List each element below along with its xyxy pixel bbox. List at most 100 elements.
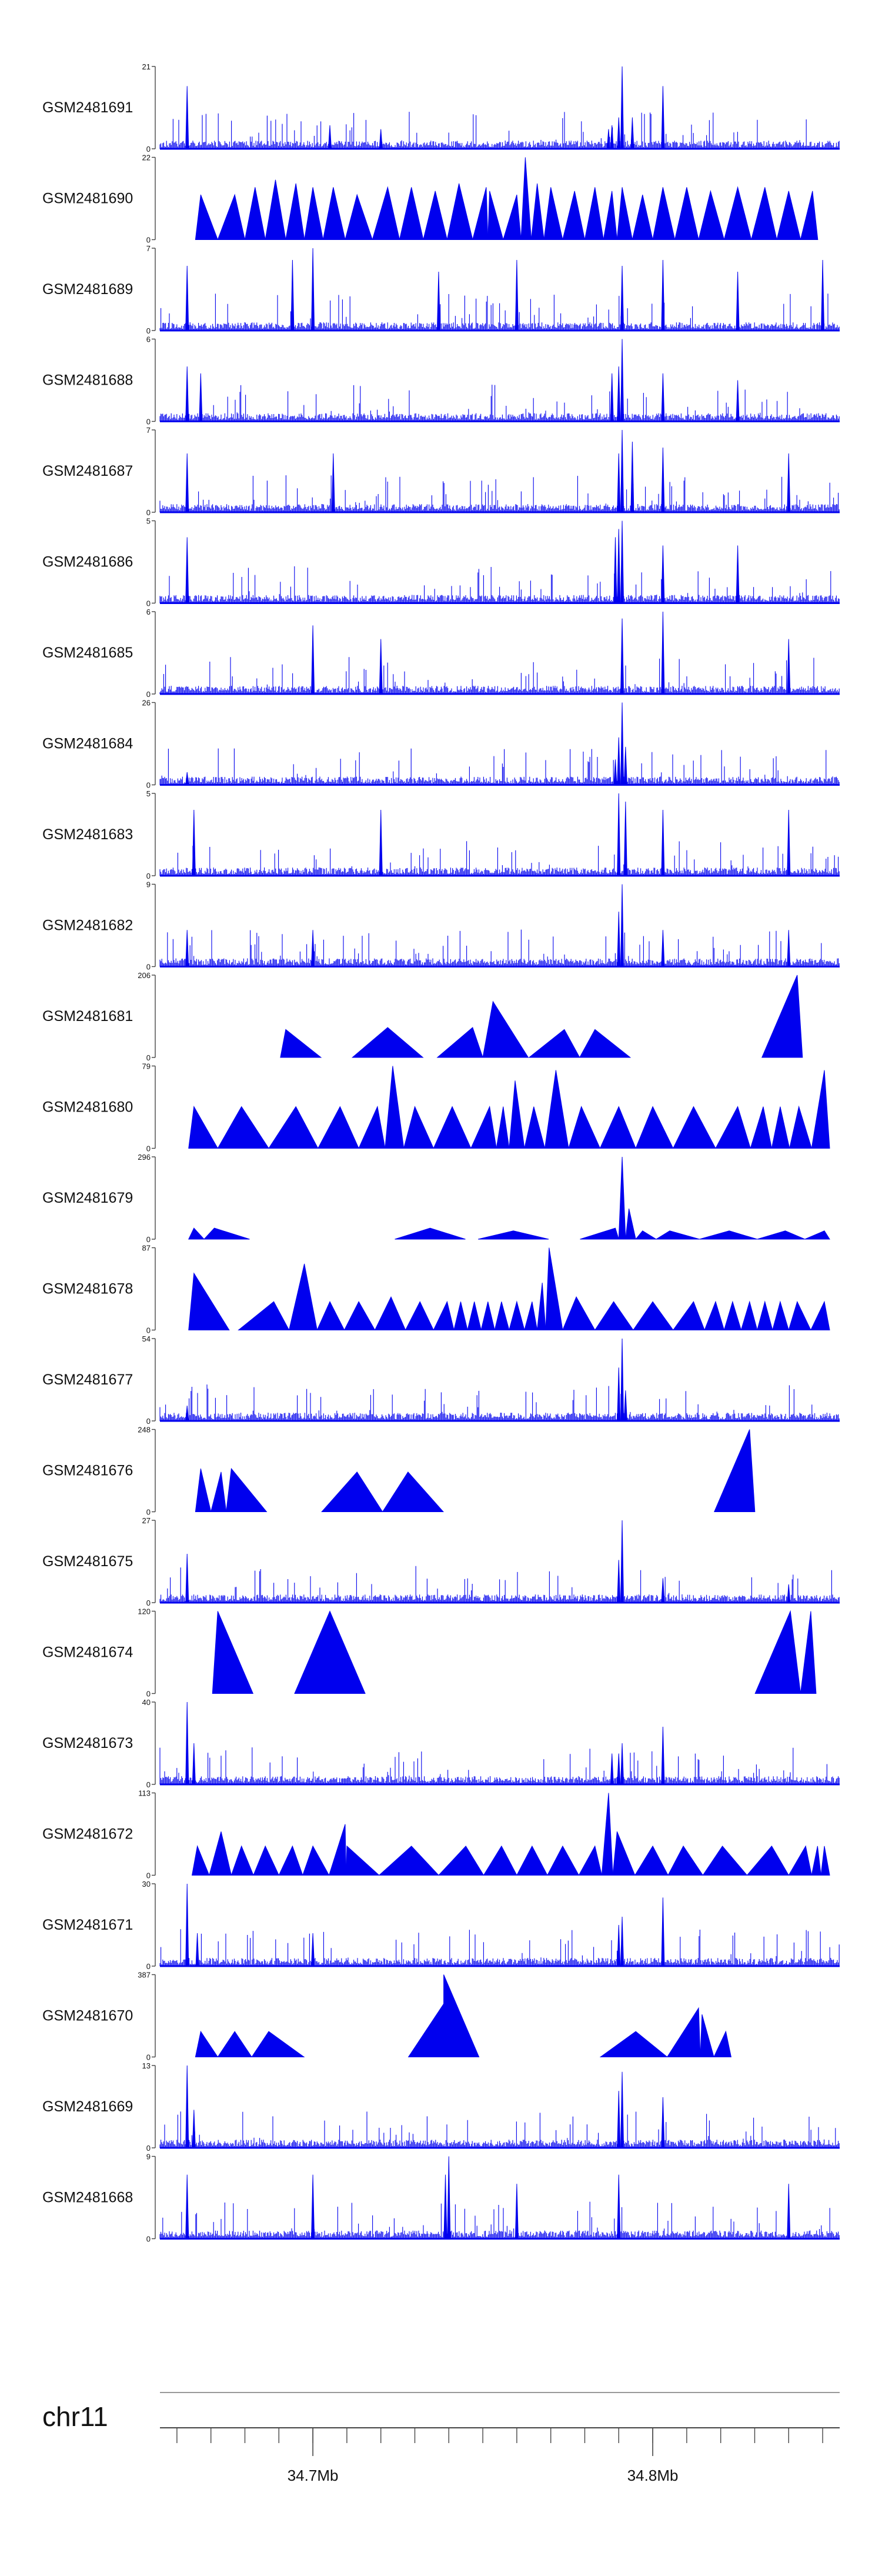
track-GSM2481675: GSM2481675 27 0 [42,1516,840,1607]
peak-mark [714,1429,756,1512]
peak-mark [620,2071,624,2148]
peak-mark [188,1272,230,1330]
peak-mark [674,187,699,240]
peak-mark [311,625,315,695]
peak-mark [617,1924,621,1967]
track-GSM2481688: GSM2481688 6 0 [42,335,840,426]
peak-mark [195,194,219,240]
y-tick-label-max: 9 [146,2153,151,2161]
peak-mark [483,1845,517,1876]
track-label: GSM2481680 [42,1099,133,1116]
genome-axis-tick-label: 34.8Mb [627,2467,679,2484]
peak-mark [623,1390,627,1422]
y-tick-label-min: 0 [146,690,151,699]
y-tick-label-max: 30 [142,1880,151,1888]
peak-mark [617,1560,621,1603]
y-tick-label-max: 5 [146,789,151,798]
y-tick-label-min: 0 [146,508,151,517]
peak-mark [244,187,266,240]
peak-mark [290,259,295,331]
y-tick-label-min: 0 [146,1871,151,1880]
track-label: GSM2481679 [42,1190,133,1206]
y-tick-label-min: 0 [146,2235,151,2244]
peak-mark [192,809,196,876]
peak-mark [514,259,519,331]
peak-mark [610,1753,614,1785]
peak-mark [661,2097,665,2148]
peak-mark [617,2091,621,2148]
y-tick-label-max: 248 [138,1426,151,1434]
peak-mark [761,975,803,1058]
peak-mark [467,1302,482,1330]
peak-mark [382,1471,445,1512]
peak-mark [620,702,624,785]
peak-mark [311,2174,315,2239]
y-tick-label-min: 0 [146,326,151,335]
y-tick-label-min: 0 [146,1690,151,1699]
track-label: GSM2481683 [42,826,133,843]
genome-axis-tick-label: 34.7Mb [288,2467,339,2484]
y-tick-label-min: 0 [146,236,151,245]
peak-mark [477,1230,549,1240]
track-GSM2481668: GSM2481668 9 0 [42,2153,840,2244]
track-label: GSM2481668 [42,2190,133,2206]
peak-mark [580,1227,619,1240]
peak-mark [672,1106,716,1149]
peak-mark [757,1230,805,1240]
peak-mark [698,189,725,240]
peak-mark [385,1066,405,1149]
peak-mark [620,429,624,513]
peak-mark [530,183,544,240]
peak-mark [771,1106,790,1149]
peak-mark [620,1743,624,1785]
chromosome-label: chr11 [42,2401,108,2432]
peak-mark [345,1845,380,1876]
peak-mark [514,2184,519,2239]
peak-mark [617,366,621,422]
y-tick-label-min: 0 [146,1599,151,1607]
peak-mark [723,1300,742,1330]
peak-mark [185,86,189,149]
peak-mark [226,1467,268,1512]
peak-mark [610,373,614,422]
peak-mark [211,1471,227,1512]
peak-mark [699,1230,757,1240]
y-tick-label-min: 0 [146,963,151,972]
track-label: GSM2481671 [42,1917,133,1933]
y-tick-label-min: 0 [146,1417,151,1426]
peak-mark [278,1845,303,1876]
peak-mark [230,1845,254,1876]
peak-mark [661,259,665,331]
peak-mark [192,1845,210,1876]
y-tick-label-max: 387 [138,1971,151,1980]
peak-mark [661,545,665,603]
track-GSM2481677: GSM2481677 54 0 [42,1334,840,1426]
peak-mark [635,1230,657,1240]
peak-mark [195,1933,199,1967]
peak-mark [423,191,448,240]
y-tick-label-max: 120 [138,1607,151,1616]
peak-mark [482,1000,529,1058]
peak-mark [702,1846,748,1876]
track-GSM2481682: GSM2481682 9 0 [42,880,840,972]
peak-mark [311,930,315,967]
y-tick-label-max: 27 [142,1516,151,1525]
peak-mark [328,1824,347,1876]
peak-mark [446,183,473,240]
coverage-texture [159,841,840,876]
y-tick-label-max: 40 [142,1698,151,1707]
coverage-texture [159,2111,840,2148]
peak-mark [616,187,633,240]
peak-mark [800,191,818,240]
peak-mark [787,639,791,695]
peak-mark [403,1106,435,1149]
track-label: GSM2481675 [42,1553,133,1570]
y-tick-label-min: 0 [146,1780,151,1789]
peak-mark [472,187,489,240]
y-tick-label-min: 0 [146,1508,151,1517]
peak-mark [195,2030,219,2057]
peak-mark [185,930,189,967]
peak-mark [788,1845,812,1876]
